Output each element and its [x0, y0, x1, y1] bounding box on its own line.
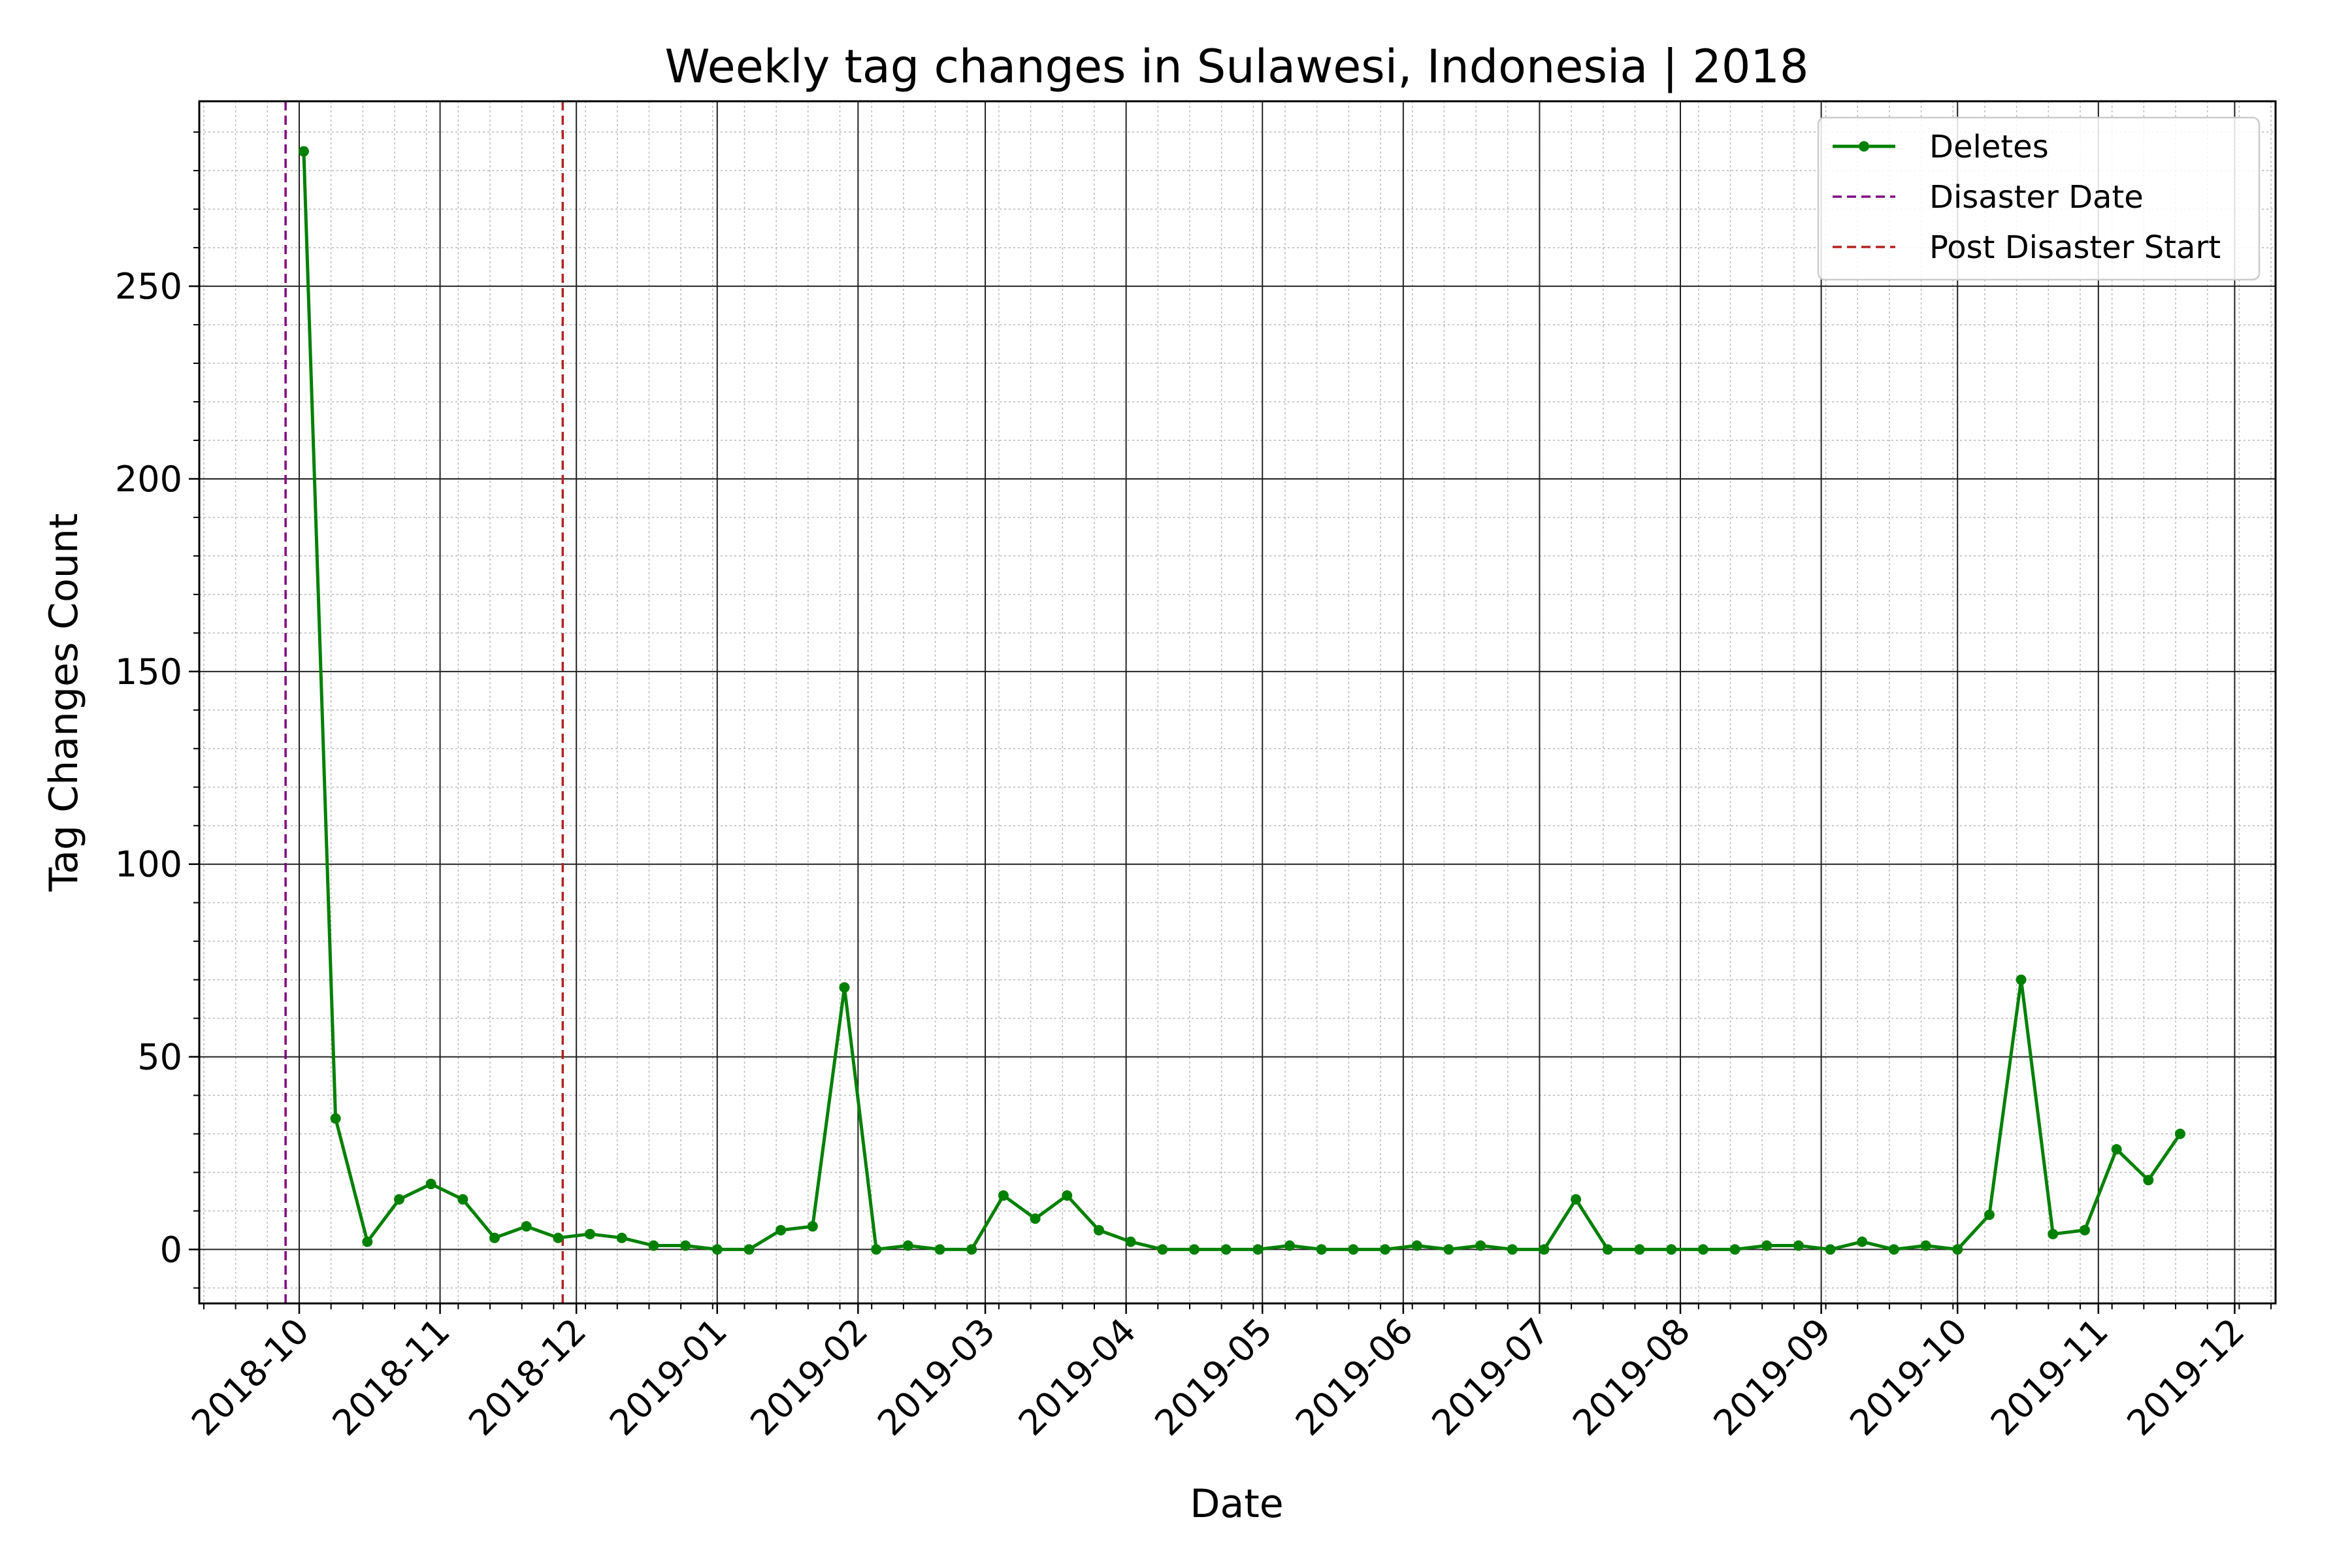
- data-point: [2079, 1224, 2090, 1235]
- legend: Deletes Disaster Date Post Disaster Start: [1817, 116, 2261, 281]
- data-point: [1093, 1224, 1104, 1235]
- plot-area-frame: [198, 100, 2277, 1305]
- data-point: [1984, 1209, 1995, 1220]
- data-point: [585, 1228, 596, 1239]
- data-point: [489, 1232, 500, 1243]
- data-point: [521, 1221, 532, 1232]
- data-point: [743, 1244, 755, 1255]
- legend-label: Post Disaster Start: [1929, 229, 2221, 266]
- data-point: [553, 1232, 564, 1243]
- legend-swatch-marker: [1859, 141, 1869, 152]
- data-point: [1030, 1213, 1041, 1224]
- data-point: [966, 1244, 977, 1255]
- data-point: [807, 1221, 818, 1232]
- legend-box: [1817, 116, 2261, 281]
- data-point: [998, 1190, 1009, 1201]
- data-point: [1920, 1240, 1931, 1251]
- data-point: [1793, 1240, 1804, 1251]
- y-tick-label: 100: [115, 844, 182, 885]
- data-point: [330, 1113, 341, 1124]
- data-point: [871, 1244, 882, 1255]
- data-point: [393, 1194, 404, 1205]
- data-point: [2174, 1128, 2185, 1139]
- y-tick-label: 0: [160, 1229, 182, 1270]
- y-tick-label: 150: [115, 651, 182, 693]
- y-tick-label: 200: [115, 459, 182, 500]
- data-point: [839, 982, 850, 993]
- data-point: [1380, 1244, 1391, 1255]
- y-tick-label: 250: [115, 266, 182, 307]
- data-point: [711, 1244, 723, 1255]
- y-axis: 0 50 100 150 200 250: [115, 131, 199, 1289]
- data-point: [1125, 1236, 1136, 1247]
- data-point: [298, 146, 309, 157]
- data-point: [2143, 1175, 2154, 1186]
- data-point: [902, 1240, 913, 1251]
- data-point: [1825, 1244, 1836, 1255]
- data-point: [2048, 1228, 2059, 1239]
- data-point: [1062, 1190, 1073, 1201]
- data-point: [1157, 1244, 1168, 1255]
- data-point: [457, 1194, 468, 1205]
- data-point: [425, 1179, 436, 1190]
- data-point: [1348, 1244, 1359, 1255]
- data-point: [776, 1224, 787, 1235]
- data-point: [1316, 1244, 1327, 1255]
- chart-title: Weekly tag changes in Sulawesi, Indonesi…: [665, 40, 1809, 93]
- data-point: [362, 1236, 373, 1247]
- data-point: [1220, 1244, 1232, 1255]
- data-point: [1634, 1244, 1645, 1255]
- series-deletes: [298, 146, 2185, 1255]
- data-point: [1729, 1244, 1740, 1255]
- data-point: [2111, 1144, 2122, 1155]
- data-point: [1539, 1244, 1550, 1255]
- data-point: [1411, 1240, 1422, 1251]
- y-tick-label: 50: [137, 1037, 182, 1078]
- data-point: [1252, 1244, 1264, 1255]
- data-point: [1666, 1244, 1677, 1255]
- data-point: [680, 1240, 691, 1251]
- data-point: [616, 1232, 627, 1243]
- data-point: [934, 1244, 945, 1255]
- data-point: [1888, 1244, 1899, 1255]
- series-line: [302, 151, 2182, 1251]
- data-point: [1857, 1236, 1868, 1247]
- data-point: [1952, 1244, 1963, 1255]
- data-point: [1602, 1244, 1613, 1255]
- data-point: [1188, 1244, 1200, 1255]
- data-point: [648, 1240, 659, 1251]
- y-axis-title: Tag Changes Count: [41, 514, 87, 892]
- minor-grid: [199, 101, 2276, 1303]
- data-point: [1507, 1244, 1518, 1255]
- data-point: [1761, 1240, 1772, 1251]
- data-point: [1475, 1240, 1486, 1251]
- data-point: [1284, 1240, 1295, 1251]
- legend-label: Deletes: [1929, 129, 2049, 165]
- x-axis-title: Date: [1190, 1481, 1283, 1527]
- data-point: [1571, 1194, 1582, 1205]
- data-point: [1443, 1244, 1454, 1255]
- data-point: [1697, 1244, 1708, 1255]
- legend-label: Disaster Date: [1929, 179, 2144, 216]
- data-point: [2016, 974, 2027, 985]
